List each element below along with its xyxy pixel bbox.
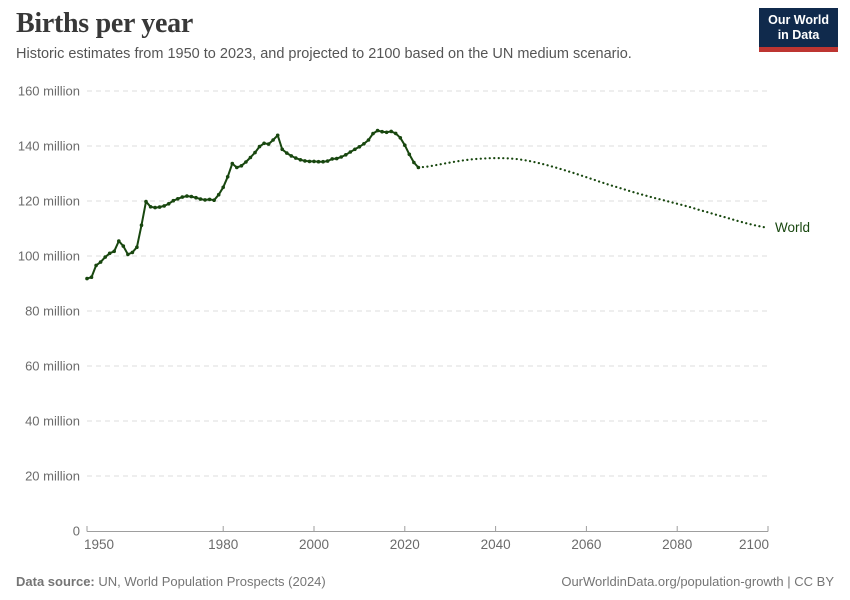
svg-text:World: World bbox=[775, 220, 810, 235]
credit-link[interactable]: OurWorldinData.org/population-growth | C… bbox=[561, 574, 834, 589]
chart-header: Births per year Historic estimates from … bbox=[16, 8, 676, 63]
svg-text:2000: 2000 bbox=[299, 537, 329, 552]
svg-text:2020: 2020 bbox=[390, 537, 420, 552]
births-per-year-chart[interactable]: 0 20 million 40 million 60 million 80 millio… bbox=[0, 0, 850, 565]
owid-logo-line2: in Data bbox=[777, 28, 820, 42]
svg-text:160 million: 160 million bbox=[18, 84, 80, 99]
svg-text:2100: 2100 bbox=[739, 537, 769, 552]
svg-text:40 million: 40 million bbox=[25, 414, 80, 429]
page-subtitle: Historic estimates from 1950 to 2023, an… bbox=[16, 46, 632, 63]
svg-text:2060: 2060 bbox=[571, 537, 601, 552]
data-source-text: UN, World Population Prospects (2024) bbox=[98, 574, 326, 589]
svg-text:1950: 1950 bbox=[84, 537, 114, 552]
owid-logo[interactable]: Our World in Data bbox=[759, 8, 838, 52]
chart-footer: Data source: UN, World Population Prospe… bbox=[16, 574, 834, 589]
svg-text:0: 0 bbox=[73, 524, 80, 539]
owid-logo-line1: Our World bbox=[768, 13, 829, 27]
svg-text:2040: 2040 bbox=[481, 537, 511, 552]
svg-text:120 million: 120 million bbox=[18, 194, 80, 209]
svg-text:2080: 2080 bbox=[662, 537, 692, 552]
data-source: Data source: UN, World Population Prospe… bbox=[16, 574, 326, 589]
svg-text:80 million: 80 million bbox=[25, 304, 80, 319]
svg-text:20 million: 20 million bbox=[25, 469, 80, 484]
svg-text:140 million: 140 million bbox=[18, 139, 80, 154]
data-source-label: Data source: bbox=[16, 574, 95, 589]
page-title: Births per year bbox=[16, 8, 193, 39]
svg-text:60 million: 60 million bbox=[25, 359, 80, 374]
svg-text:100 million: 100 million bbox=[18, 249, 80, 264]
svg-text:1980: 1980 bbox=[208, 537, 238, 552]
